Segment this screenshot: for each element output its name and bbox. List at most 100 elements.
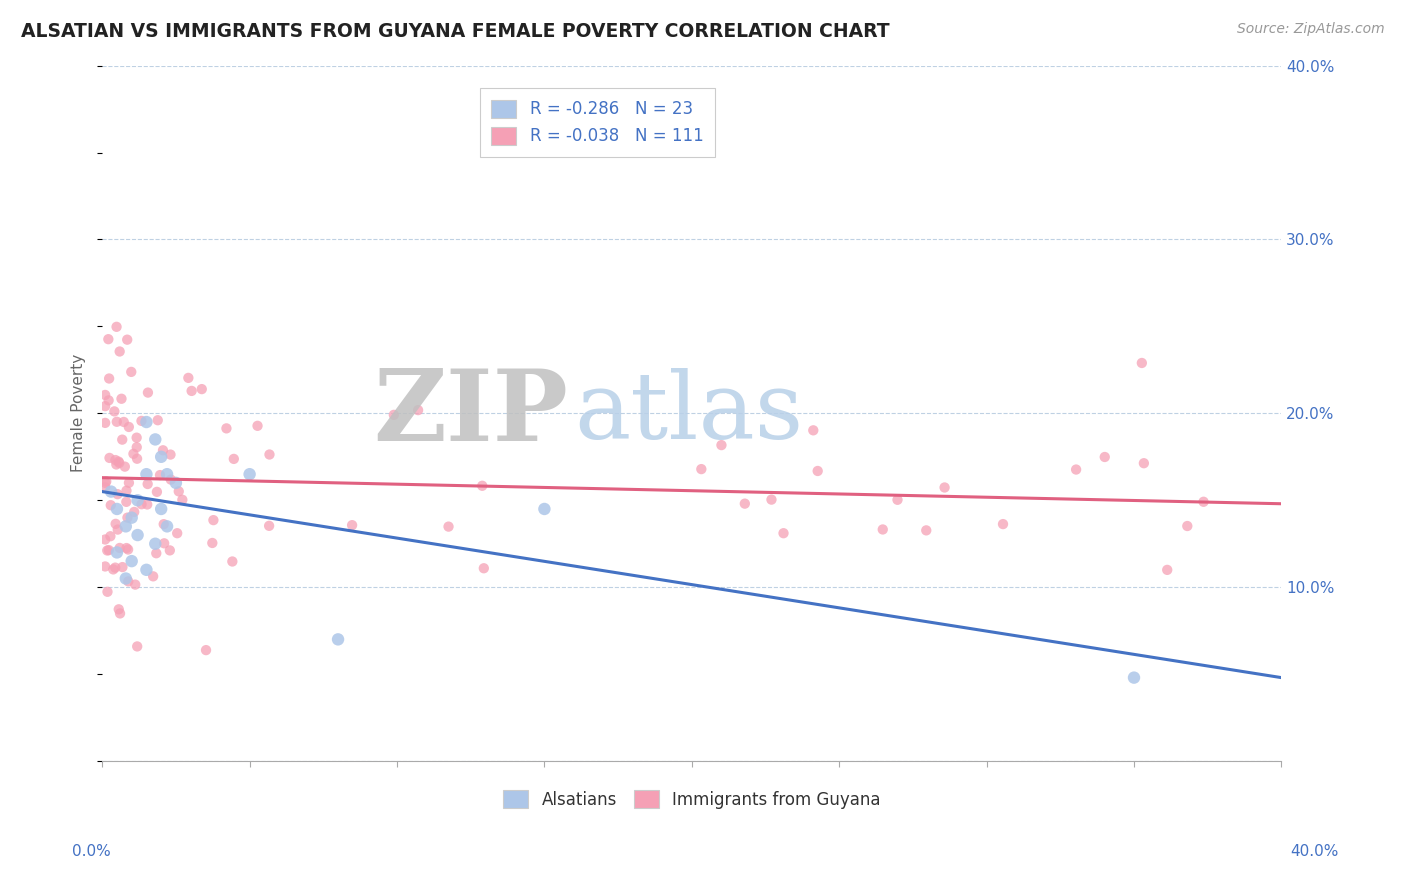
Point xyxy=(122,447,145,461)
Y-axis label: Female Poverty: Female Poverty xyxy=(72,354,86,473)
Point xyxy=(1156,563,1178,577)
Point xyxy=(97,332,120,346)
Point xyxy=(100,498,122,512)
Point xyxy=(886,492,908,507)
Point xyxy=(136,498,159,512)
Point xyxy=(105,319,128,334)
Point xyxy=(103,562,125,576)
Text: 0.0%: 0.0% xyxy=(72,845,111,859)
Point xyxy=(1064,462,1087,476)
Point xyxy=(100,529,122,543)
Point xyxy=(991,517,1014,532)
Point xyxy=(146,484,169,499)
Point xyxy=(710,438,733,452)
Point xyxy=(1192,495,1215,509)
Point xyxy=(111,560,134,574)
Point xyxy=(257,519,280,533)
Point xyxy=(96,584,118,599)
Point xyxy=(135,415,157,429)
Point xyxy=(94,480,117,494)
Point xyxy=(406,403,429,417)
Point xyxy=(111,433,134,447)
Point xyxy=(259,448,281,462)
Point xyxy=(772,526,794,541)
Point xyxy=(94,475,117,490)
Point xyxy=(215,421,238,435)
Point xyxy=(177,371,200,385)
Point xyxy=(96,475,118,489)
Point xyxy=(108,541,131,555)
Text: ALSATIAN VS IMMIGRANTS FROM GUYANA FEMALE POVERTY CORRELATION CHART: ALSATIAN VS IMMIGRANTS FROM GUYANA FEMAL… xyxy=(21,22,890,41)
Point xyxy=(246,418,269,433)
Point xyxy=(239,467,262,482)
Point xyxy=(1175,519,1198,533)
Point xyxy=(96,543,118,558)
Point xyxy=(159,543,181,558)
Point xyxy=(112,415,135,429)
Point xyxy=(94,388,117,402)
Point xyxy=(326,632,349,647)
Point xyxy=(125,440,148,454)
Point xyxy=(146,413,169,427)
Point xyxy=(934,481,956,495)
Text: Source: ZipAtlas.com: Source: ZipAtlas.com xyxy=(1237,22,1385,37)
Point xyxy=(118,420,141,434)
Point xyxy=(135,467,157,482)
Point xyxy=(221,554,243,568)
Point xyxy=(122,505,145,519)
Text: ZIP: ZIP xyxy=(373,365,568,462)
Point xyxy=(97,543,120,558)
Point xyxy=(114,519,136,533)
Point xyxy=(100,484,122,499)
Point xyxy=(1130,356,1153,370)
Legend: Alsatians, Immigrants from Guyana: Alsatians, Immigrants from Guyana xyxy=(496,783,887,815)
Point xyxy=(145,546,167,560)
Point xyxy=(195,643,218,657)
Point xyxy=(124,577,146,591)
Point xyxy=(127,493,149,508)
Point xyxy=(202,513,225,527)
Point xyxy=(121,554,143,568)
Point xyxy=(915,524,938,538)
Point xyxy=(201,536,224,550)
Text: atlas: atlas xyxy=(574,368,803,458)
Point xyxy=(167,484,190,499)
Point xyxy=(117,542,139,557)
Point xyxy=(807,464,830,478)
Point xyxy=(1123,671,1146,685)
Point xyxy=(125,431,148,445)
Point xyxy=(108,456,131,470)
Point xyxy=(150,450,173,464)
Point xyxy=(115,483,138,498)
Text: 40.0%: 40.0% xyxy=(1291,845,1339,859)
Point xyxy=(108,607,131,621)
Point xyxy=(690,462,713,476)
Point xyxy=(105,415,128,429)
Point xyxy=(114,459,136,474)
Point xyxy=(152,443,174,458)
Point xyxy=(150,502,173,516)
Point xyxy=(105,545,128,559)
Point xyxy=(104,453,127,467)
Point xyxy=(125,451,148,466)
Point xyxy=(1133,456,1156,470)
Point xyxy=(120,365,142,379)
Point xyxy=(761,492,783,507)
Point xyxy=(104,560,127,574)
Point xyxy=(107,454,129,468)
Point xyxy=(1094,450,1116,464)
Point xyxy=(105,458,128,472)
Point xyxy=(97,393,120,408)
Point xyxy=(533,502,555,516)
Point xyxy=(98,371,121,385)
Point xyxy=(471,479,494,493)
Point xyxy=(172,492,194,507)
Point xyxy=(115,541,138,555)
Point xyxy=(734,497,756,511)
Point xyxy=(94,559,117,574)
Point xyxy=(110,392,132,406)
Point xyxy=(153,536,176,550)
Point xyxy=(801,423,824,437)
Point xyxy=(107,523,129,537)
Point xyxy=(131,497,153,511)
